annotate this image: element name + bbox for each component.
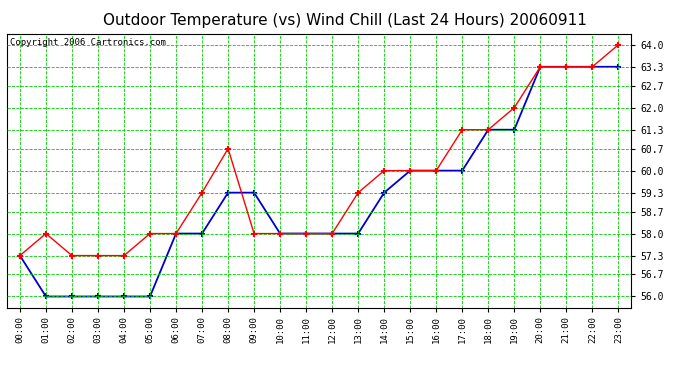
- Text: Outdoor Temperature (vs) Wind Chill (Last 24 Hours) 20060911: Outdoor Temperature (vs) Wind Chill (Las…: [103, 13, 587, 28]
- Text: Copyright 2006 Cartronics.com: Copyright 2006 Cartronics.com: [10, 38, 166, 47]
